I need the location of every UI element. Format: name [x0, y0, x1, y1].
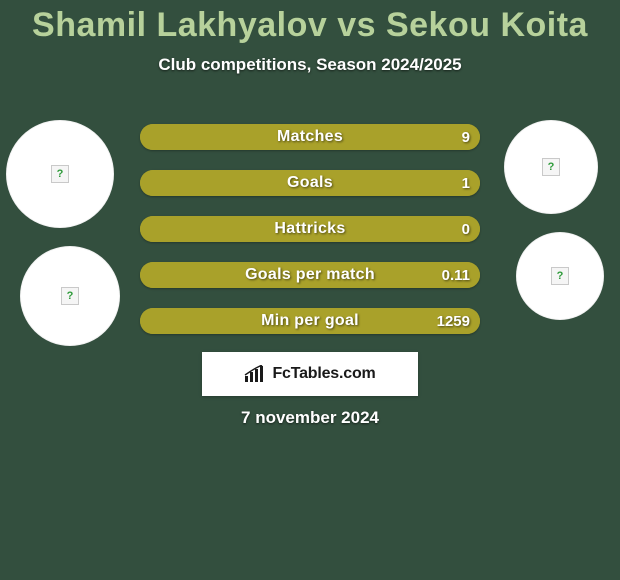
date-label: 7 november 2024: [0, 408, 620, 428]
stat-bar-label: Goals: [140, 170, 480, 196]
player-avatar-left: ?: [6, 120, 114, 228]
content: Shamil Lakhyalov vs Sekou Koita Club com…: [0, 0, 620, 580]
page-title: Shamil Lakhyalov vs Sekou Koita: [0, 6, 620, 45]
stat-bar: Matches9: [140, 124, 480, 150]
stat-bar-right-value: 0: [462, 216, 470, 242]
stat-bar-right-value: 1259: [437, 308, 470, 334]
stat-bar-right-value: 0.11: [442, 262, 470, 288]
club-avatar-left: ?: [20, 246, 120, 346]
stat-bar: Min per goal1259: [140, 308, 480, 334]
stat-bar-label: Hattricks: [140, 216, 480, 242]
right-avatars: ? ?: [504, 120, 614, 338]
broken-image-icon: ?: [551, 267, 569, 285]
broken-image-icon: ?: [542, 158, 560, 176]
stat-bar-right-value: 1: [462, 170, 470, 196]
stat-bars: Matches9Goals1Hattricks0Goals per match0…: [140, 124, 480, 354]
stat-bar-label: Min per goal: [140, 308, 480, 334]
stat-bar-right-value: 9: [462, 124, 470, 150]
stat-bar-label: Goals per match: [140, 262, 480, 288]
club-avatar-right: ?: [516, 232, 604, 320]
player-avatar-right: ?: [504, 120, 598, 214]
stat-bar: Hattricks0: [140, 216, 480, 242]
stat-bar: Goals1: [140, 170, 480, 196]
subtitle: Club competitions, Season 2024/2025: [0, 55, 620, 75]
stat-bar-label: Matches: [140, 124, 480, 150]
left-avatars: ? ?: [6, 120, 116, 364]
broken-image-icon: ?: [51, 165, 69, 183]
broken-image-icon: ?: [61, 287, 79, 305]
brand-text: FcTables.com: [272, 365, 375, 383]
bar-chart-icon: [244, 365, 266, 383]
brand-box: FcTables.com: [202, 352, 418, 396]
stat-bar: Goals per match0.11: [140, 262, 480, 288]
